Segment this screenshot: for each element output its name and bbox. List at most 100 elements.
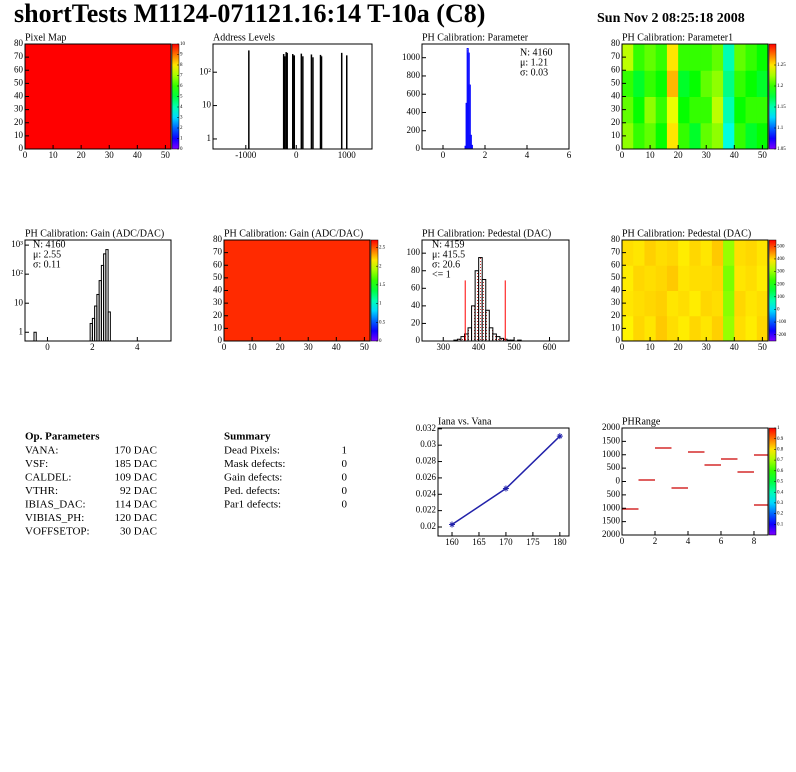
x-tick-label: 40 — [730, 342, 740, 352]
z-tick-label: 2 — [180, 126, 183, 131]
cell — [622, 96, 634, 124]
z-tick-label: 9 — [180, 53, 183, 58]
x-tick-label: 0 — [620, 150, 625, 160]
z-tick-label: 400 — [777, 257, 785, 262]
cell — [666, 96, 679, 124]
z-tick-label: 0 — [180, 147, 183, 152]
z-tick-label: 7 — [180, 74, 183, 79]
summary-value: 0 — [342, 485, 348, 497]
hist-bar — [495, 336, 501, 341]
cell — [633, 96, 645, 124]
cell — [745, 44, 758, 71]
cell — [644, 315, 657, 341]
frame — [24, 239, 172, 342]
y-tick-label: 800 — [407, 70, 421, 80]
cell — [678, 265, 690, 291]
op-value: 170 DAC — [115, 445, 157, 457]
y-tick-label: 70 — [213, 247, 223, 257]
y-tick-label: 0 — [416, 143, 421, 153]
cell — [666, 70, 679, 97]
cell — [689, 265, 702, 291]
x-tick-label: 50 — [360, 342, 370, 352]
cell — [756, 70, 768, 97]
hist-bar — [33, 331, 37, 341]
marker — [449, 521, 456, 528]
cell — [666, 290, 679, 317]
z-tick-label: 2 — [379, 264, 382, 269]
summary-title: Summary — [224, 431, 271, 443]
op-value: 114 DAC — [115, 499, 157, 511]
cell — [678, 122, 690, 149]
z-tick-label: 500 — [777, 244, 785, 249]
cell — [644, 290, 657, 317]
cell — [700, 240, 713, 266]
plot-area — [248, 50, 348, 149]
hist-bar — [474, 270, 480, 341]
cell — [723, 96, 735, 124]
z-tick-label: 1.2 — [777, 84, 784, 89]
plot-area — [622, 44, 768, 149]
stat-line: N: 4160 — [33, 239, 66, 250]
z-tick-label: 200 — [777, 282, 785, 287]
frame — [212, 43, 373, 150]
x-tick-label: 40 — [133, 150, 143, 160]
plot-area — [464, 48, 473, 149]
x-tick-label: 0 — [222, 342, 227, 352]
y-tick-label: 70 — [611, 247, 621, 257]
x-tick-label: 175 — [526, 537, 540, 547]
cell — [644, 44, 657, 71]
z-tick-label: 0.9 — [777, 437, 784, 442]
hist-bar — [485, 309, 490, 341]
hist-bar — [467, 327, 473, 341]
y-tick-label: 400 — [407, 107, 421, 117]
y-tick-label: 40 — [611, 91, 621, 101]
cell — [224, 240, 370, 341]
z-tick-label: 1.1 — [777, 126, 784, 131]
pad-title: PH Calibration: Parameter — [422, 32, 529, 43]
cell — [655, 96, 668, 124]
cell — [711, 265, 724, 291]
cell — [734, 70, 747, 97]
op-label: VIBIAS_PH: — [25, 512, 84, 524]
cell — [723, 290, 735, 317]
summary-value: 0 — [342, 499, 348, 511]
cell — [745, 122, 758, 149]
x-tick-label: 6 — [567, 150, 572, 160]
hist-bar — [469, 134, 472, 149]
y-tick-label: 1000 — [602, 502, 621, 512]
z-tick-label: 1.25 — [777, 63, 786, 68]
op-value: 120 DAC — [115, 512, 157, 524]
y-tick-label: 40 — [213, 285, 223, 295]
cell — [723, 122, 735, 149]
cell — [689, 96, 702, 124]
y-tick-label: 0 — [616, 476, 621, 486]
x-tick-label: 10 — [646, 342, 656, 352]
stat-line: σ: 0.03 — [520, 67, 548, 78]
x-tick-label: 30 — [702, 150, 712, 160]
y-tick-label: 0.03 — [420, 439, 436, 449]
y-tick-label: 30 — [611, 104, 621, 114]
cell — [633, 265, 645, 291]
cell — [666, 44, 679, 71]
hist-bar — [460, 336, 466, 341]
frame — [437, 427, 570, 537]
cell — [666, 315, 679, 341]
y-tick-label: 20 — [611, 310, 621, 320]
y-tick-label: 80 — [213, 234, 223, 244]
z-tick-label: 3 — [180, 116, 183, 121]
cell — [745, 240, 758, 266]
cell — [700, 290, 713, 317]
stat-line: <= 1 — [432, 269, 451, 280]
y-tick-label: 60 — [611, 64, 621, 74]
cell — [756, 265, 768, 291]
frame — [421, 43, 570, 150]
cell — [622, 44, 634, 71]
z-tick-label: 0.5 — [777, 480, 784, 485]
z-tick-label: 0.2 — [777, 512, 784, 517]
cell — [756, 44, 768, 71]
pad: PH Calibration: Parameter 0 2 4 6 0 200 400 600 8… — [402, 32, 572, 160]
z-tick-label: 0.8 — [777, 448, 784, 453]
y-tick-label: 2000 — [602, 529, 621, 539]
pad: PH Calibration: Pedestal (DAC) 0 10 20 30 40 5… — [611, 228, 787, 352]
